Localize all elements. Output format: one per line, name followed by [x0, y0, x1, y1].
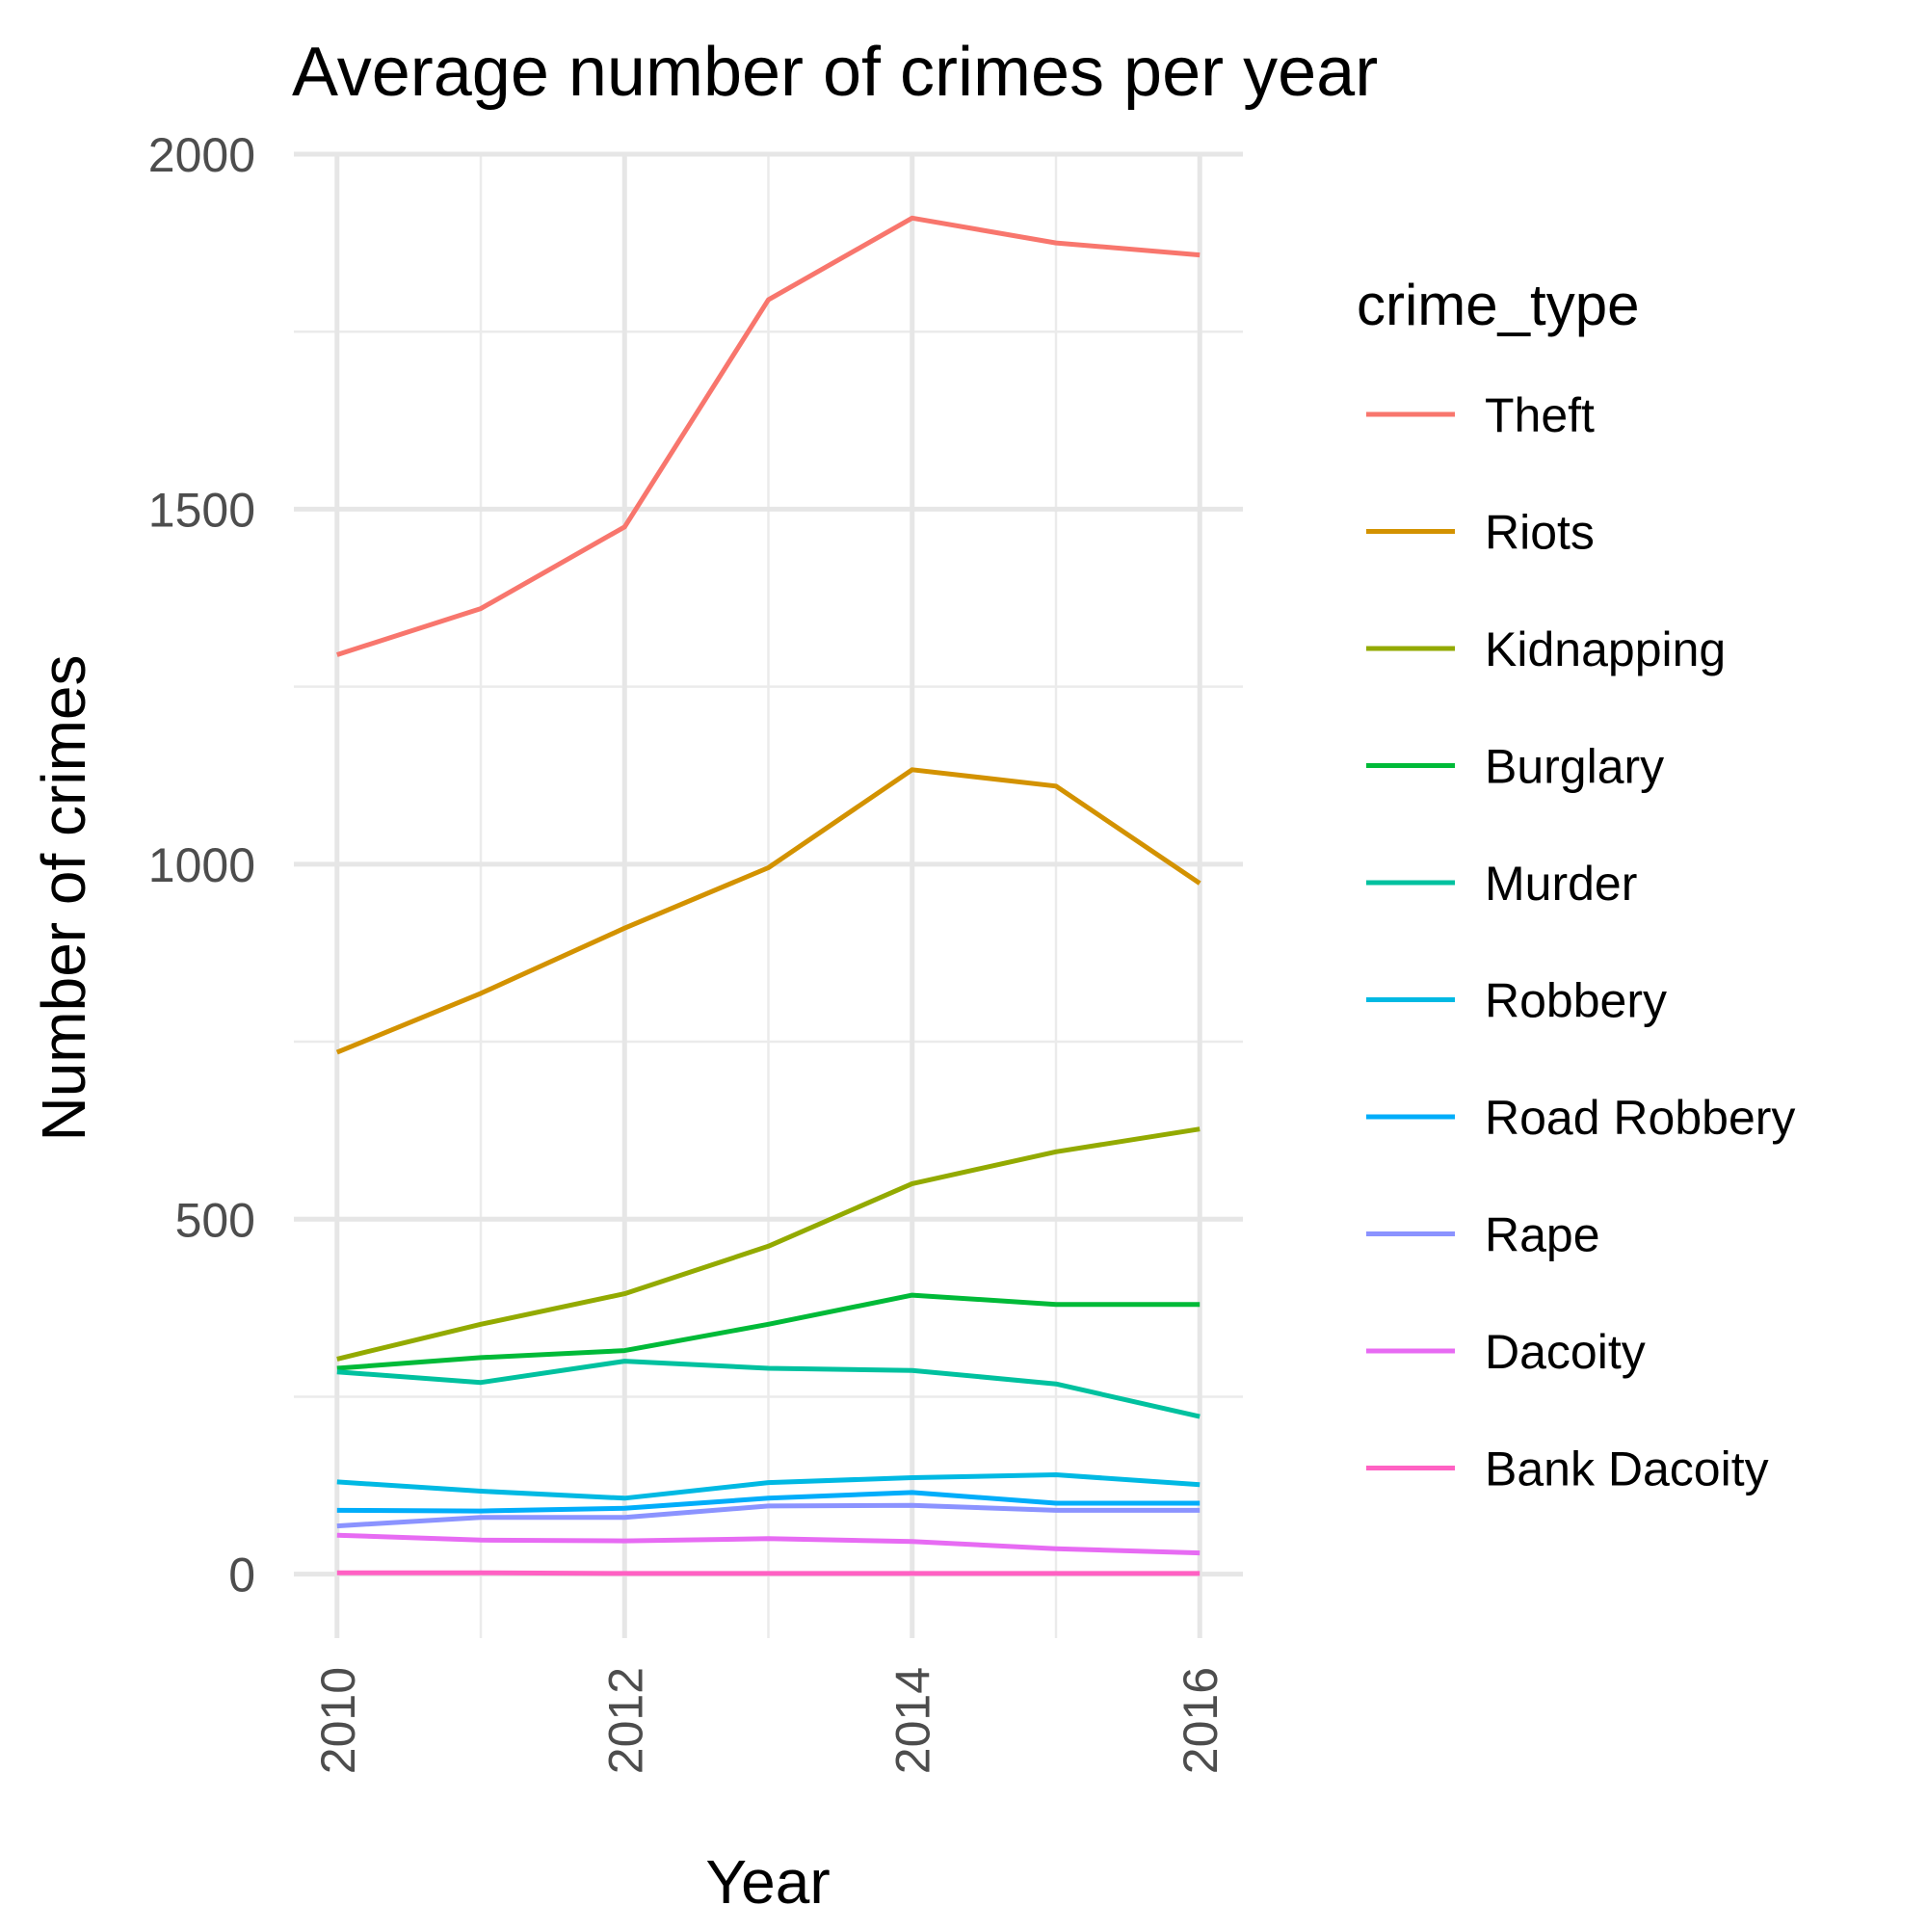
series-line-robbery [336, 1472, 1201, 1501]
series-line-burglary [336, 1292, 1201, 1371]
legend-label: Robbery [1485, 974, 1667, 1028]
y-tick-label: 1500 [148, 483, 255, 537]
series-line-road-robbery [336, 1490, 1201, 1514]
y-axis-title: Number of crimes [29, 655, 98, 1142]
series-line-murder [336, 1359, 1201, 1419]
series-line-bank-dacoity [336, 1570, 1201, 1576]
y-tick-label: 1000 [148, 838, 255, 892]
x-tick-label: 2016 [1174, 1667, 1227, 1774]
legend-label: Kidnapping [1485, 622, 1726, 676]
y-axis-tick-labels: 0 500 1000 1500 2000 [148, 128, 255, 1602]
legend-title: crime_type [1357, 273, 1639, 337]
series-line-dacoity [336, 1532, 1201, 1556]
x-axis-tick-labels: 2010 2012 2014 2016 [311, 1667, 1227, 1774]
legend-item-murder: Murder [1366, 857, 1637, 911]
y-tick-label: 500 [175, 1193, 255, 1247]
series-lines [335, 215, 1201, 1576]
legend-item-riots: Riots [1366, 506, 1595, 560]
x-tick-label: 2014 [886, 1667, 940, 1774]
series-line-theft [336, 215, 1201, 657]
legend-label: Murder [1485, 857, 1637, 911]
legend-items: Theft Riots Kidnapping Burglary Murder Robber… [1366, 388, 1795, 1496]
series-line-rape [336, 1502, 1201, 1529]
legend-label: Burglary [1485, 740, 1664, 794]
legend-item-theft: Theft [1366, 388, 1595, 442]
legend-label: Dacoity [1485, 1325, 1646, 1379]
chart-title: Average number of crimes per year [292, 34, 1378, 111]
x-axis-title: Year [705, 1847, 830, 1917]
legend-label: Riots [1485, 506, 1595, 560]
legend-item-robbery: Robbery [1366, 974, 1667, 1028]
legend-item-rape: Rape [1366, 1208, 1600, 1262]
legend-item-bank-dacoity: Bank Dacoity [1366, 1442, 1769, 1496]
y-tick-label: 2000 [148, 128, 255, 182]
legend-item-road-robbery: Road Robbery [1366, 1091, 1795, 1145]
legend-item-burglary: Burglary [1366, 740, 1664, 794]
minor-gridlines [294, 154, 1243, 1638]
series-line-riots [335, 767, 1201, 1055]
legend: crime_type Theft Riots Kidnapping Burglary M… [1357, 273, 1795, 1496]
series-line-kidnapping [336, 1126, 1201, 1362]
legend-label: Rape [1485, 1208, 1600, 1262]
major-gridlines [294, 151, 1243, 1638]
legend-item-dacoity: Dacoity [1366, 1325, 1646, 1379]
legend-label: Bank Dacoity [1485, 1442, 1769, 1496]
y-tick-label: 0 [228, 1548, 255, 1602]
x-tick-label: 2012 [598, 1667, 652, 1774]
legend-item-kidnapping: Kidnapping [1366, 622, 1726, 676]
x-tick-label: 2010 [311, 1667, 365, 1774]
legend-label: Road Robbery [1485, 1091, 1795, 1145]
legend-label: Theft [1485, 388, 1595, 442]
